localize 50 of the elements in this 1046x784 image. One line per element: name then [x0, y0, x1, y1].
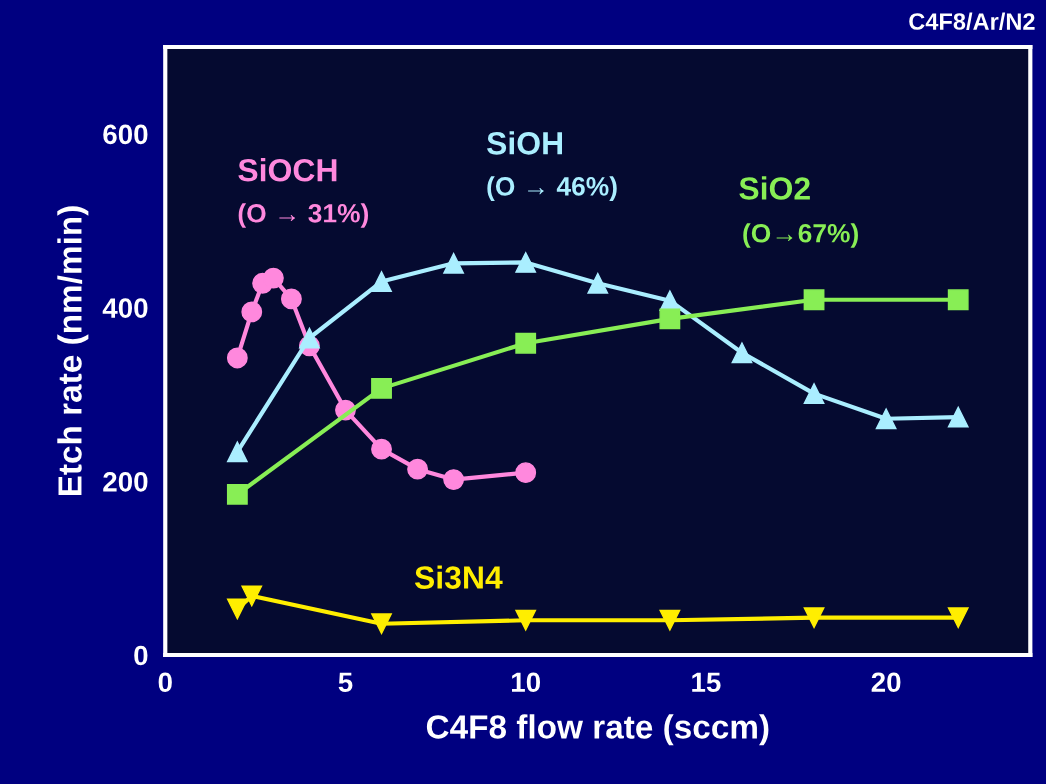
point	[803, 289, 825, 311]
x-axis-title: C4F8 flow rate (sccm)	[426, 714, 769, 746]
point	[226, 347, 248, 369]
point	[371, 438, 392, 460]
point	[262, 267, 284, 289]
text: SiOCH	[238, 158, 337, 182]
point	[371, 271, 392, 292]
point	[241, 301, 263, 323]
point	[443, 469, 465, 491]
point	[371, 377, 392, 399]
y-tick-label: 400	[102, 298, 148, 318]
point	[875, 408, 897, 430]
point	[371, 613, 392, 635]
point	[587, 272, 609, 294]
x-tick-label: 5	[338, 672, 353, 693]
point	[947, 607, 969, 629]
x-tick-label: 10	[512, 672, 541, 693]
point	[515, 252, 537, 273]
point	[241, 585, 263, 607]
point	[407, 458, 428, 480]
point	[731, 342, 753, 364]
point	[515, 462, 537, 484]
y-tick-label: 0	[134, 645, 148, 666]
point	[281, 288, 302, 310]
y-axis-title: Etch rate (nm/min)	[57, 206, 89, 496]
point	[443, 252, 465, 274]
annotation: (O → 31%)	[238, 203, 369, 228]
annotation: (O → 46%)	[487, 176, 617, 201]
point	[226, 441, 248, 463]
text: SiO2	[739, 176, 810, 200]
series-label: Si3N4	[414, 565, 503, 589]
point	[515, 332, 537, 354]
y-tick-label: 200	[103, 471, 148, 492]
x-tick-label: 20	[871, 672, 901, 693]
point	[947, 406, 969, 428]
x-tick-label: 15	[692, 672, 721, 693]
annotation: (O→67%)	[743, 223, 858, 248]
point	[659, 308, 681, 330]
text: SiOH	[486, 131, 562, 155]
point	[226, 598, 248, 620]
x-tick-label: 0	[158, 672, 172, 693]
point	[803, 383, 825, 405]
text: C4F8/Ar/N2	[909, 12, 1035, 31]
y-tick-label: 600	[103, 124, 148, 145]
point	[803, 607, 825, 629]
point	[659, 609, 681, 631]
point	[947, 289, 969, 311]
point	[226, 483, 248, 505]
point	[515, 609, 537, 631]
point	[299, 327, 320, 349]
